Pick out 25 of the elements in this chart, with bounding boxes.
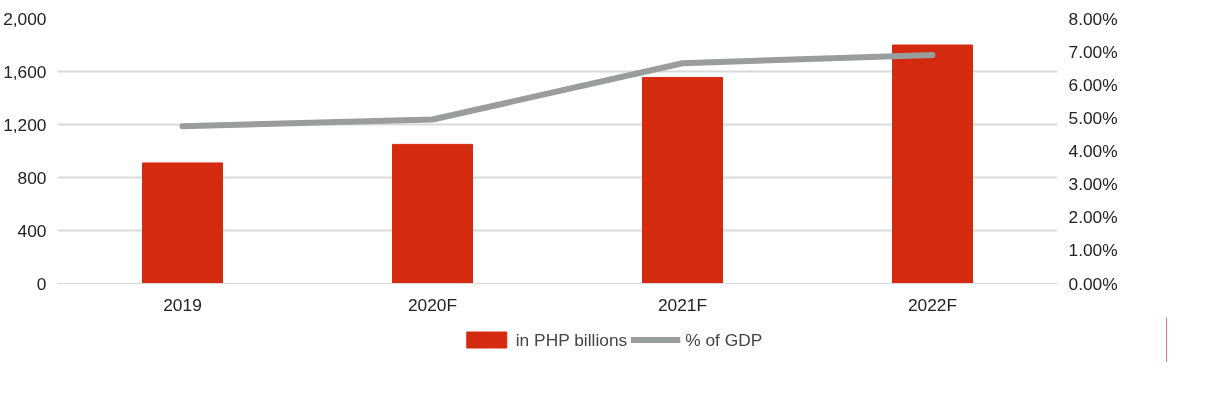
y2-tick-label: 2.00% [1068, 207, 1118, 228]
y2-tick-label: 8.00% [1068, 8, 1118, 29]
y2-tick-label: 4.00% [1068, 141, 1118, 161]
x-tick-label: 2021F [657, 294, 708, 315]
legend-label: in PHP billions [515, 329, 628, 350]
y-tick-label: 2,000 [3, 8, 47, 29]
y2-tick-label: 7.00% [1068, 41, 1118, 62]
x-tick-label: 2019 [163, 294, 202, 315]
y2-tick-label: 1.00% [1068, 240, 1118, 261]
legend-label: % of GDP [685, 329, 763, 350]
y2-tick-label: 5.00% [1068, 107, 1118, 128]
x-tick-label: 2022F [907, 294, 958, 315]
y2-tick-label: 3.00% [1068, 174, 1118, 195]
bar [142, 162, 223, 284]
bar [642, 76, 723, 284]
bar [892, 44, 973, 284]
y-tick-label: 0 [36, 273, 47, 294]
y-tick-label: 800 [17, 167, 47, 188]
bar [392, 143, 473, 284]
y-tick-label: 400 [17, 220, 47, 241]
y-tick-label: 1,200 [3, 114, 47, 135]
x-tick-label: 2020F [407, 294, 458, 315]
y-tick-label: 1,600 [3, 61, 47, 82]
y2-tick-label: 0.00% [1068, 273, 1118, 294]
y2-tick-label: 6.00% [1068, 74, 1118, 95]
